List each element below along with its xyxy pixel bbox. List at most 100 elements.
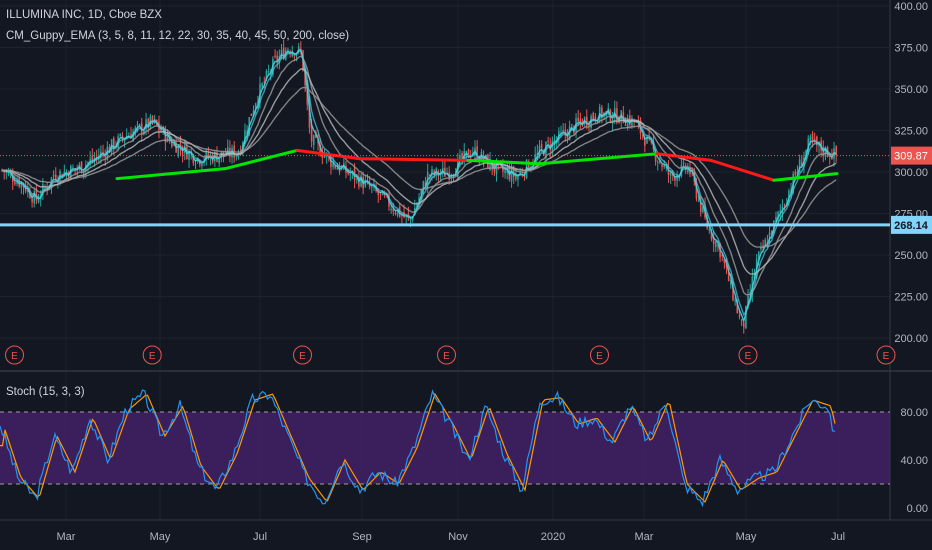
candle-body <box>717 244 719 246</box>
candle-body <box>130 133 132 139</box>
candle-body <box>624 124 627 126</box>
ema-200-segment <box>466 158 542 166</box>
candle-body <box>476 146 478 161</box>
candle-body <box>708 229 711 231</box>
candle-body <box>113 138 115 150</box>
ema-200-segment <box>538 152 659 166</box>
candle-body <box>775 216 777 222</box>
candle-body <box>506 169 509 174</box>
candle-body <box>467 149 470 158</box>
candle-body <box>108 146 111 153</box>
candle-body <box>27 188 29 193</box>
earnings-icon[interactable] <box>5 345 24 365</box>
candle-body <box>760 246 762 250</box>
candle-body <box>422 180 425 189</box>
price-tick-label: 250.00 <box>894 250 928 262</box>
candle-body <box>119 133 122 136</box>
candle-body <box>562 130 564 132</box>
candle-body <box>59 171 61 179</box>
candle-body <box>44 186 46 188</box>
candle-body <box>218 157 220 164</box>
candle-body <box>392 208 395 212</box>
stoch-legend[interactable]: Stoch (15, 3, 3) <box>6 386 85 398</box>
candle-body <box>695 182 698 199</box>
price-axis[interactable]: 200.00225.00250.00275.00300.00325.00350.… <box>894 1 928 345</box>
candle-body <box>474 147 476 152</box>
candle-body <box>813 138 816 140</box>
price-tick-label: 325.00 <box>894 126 928 138</box>
ema-200-segment <box>115 167 227 181</box>
earnings-icon[interactable] <box>590 345 609 365</box>
candle-body <box>330 157 332 168</box>
earnings-icon-label: E <box>883 351 890 362</box>
candle-body <box>723 258 726 264</box>
candle-body <box>616 108 618 123</box>
candle-body <box>7 171 10 175</box>
earnings-icon[interactable] <box>437 345 456 365</box>
candle-body <box>431 169 433 174</box>
candle-body <box>828 155 831 157</box>
candle-body <box>699 196 702 212</box>
candle-body <box>383 194 386 196</box>
candle-body <box>801 162 803 167</box>
candle-body <box>697 199 700 201</box>
symbol-legend[interactable]: ILLUMINA INC, 1D, Cboe BZX <box>6 9 162 21</box>
candle-body <box>669 172 672 176</box>
candle-body <box>295 53 298 57</box>
candle-body <box>143 130 145 135</box>
ema-line-5 <box>1 50 837 317</box>
ema-200-segment <box>223 148 299 171</box>
candle-body <box>42 184 44 195</box>
candlesticks[interactable] <box>1 39 837 334</box>
stoch-axis[interactable]: 0.00 40.00 80.00 <box>900 407 928 515</box>
candle-body <box>276 55 278 62</box>
time-axis[interactable]: Mar May Jul Sep Nov 2020 Mar May Jul <box>57 531 846 543</box>
earnings-icon[interactable] <box>293 345 312 365</box>
price-tick-label: 400.00 <box>894 1 928 13</box>
candle-body <box>177 144 180 156</box>
candle-body <box>570 124 573 126</box>
guppy-ema-legend[interactable]: CM_Guppy_EMA (3, 5, 8, 11, 12, 22, 30, 3… <box>6 30 350 42</box>
candle-body <box>504 170 506 174</box>
candle-body <box>626 118 629 129</box>
candle-body <box>371 186 373 188</box>
candle-body <box>250 113 253 116</box>
candle-body <box>140 122 143 134</box>
candle-body <box>586 116 588 126</box>
candle-body <box>136 124 139 126</box>
earnings-icon[interactable] <box>142 345 162 365</box>
last-price-badge <box>891 146 932 165</box>
candle-body <box>265 71 268 80</box>
stoch-band <box>0 412 890 484</box>
candle-body <box>706 217 708 229</box>
earnings-icon[interactable] <box>876 345 896 365</box>
candle-body <box>381 191 384 196</box>
candle-body <box>20 182 23 188</box>
candle-body <box>527 161 530 171</box>
candle-body <box>194 163 197 165</box>
candle-body <box>72 167 74 169</box>
candle-body <box>727 267 730 282</box>
guppy-ema-lines[interactable] <box>1 49 839 324</box>
candle-body <box>738 315 741 317</box>
candle-body <box>151 116 154 122</box>
candle-body <box>444 167 446 177</box>
candle-body <box>321 153 324 158</box>
candle-body <box>459 155 461 160</box>
candle-body <box>429 174 431 177</box>
ema-200-segment <box>772 172 839 182</box>
earnings-icon[interactable] <box>738 345 758 365</box>
candle-body <box>764 239 767 247</box>
candle-body <box>91 155 94 161</box>
candle-body <box>252 110 255 116</box>
candle-body <box>134 127 137 132</box>
candle-body <box>758 251 760 260</box>
time-tick-label: Jul <box>831 531 845 543</box>
candle-body <box>237 153 240 158</box>
earnings-icon-label: E <box>149 351 156 362</box>
time-tick-label: Mar <box>57 531 76 543</box>
candle-body <box>745 305 747 329</box>
candle-body <box>732 281 734 301</box>
